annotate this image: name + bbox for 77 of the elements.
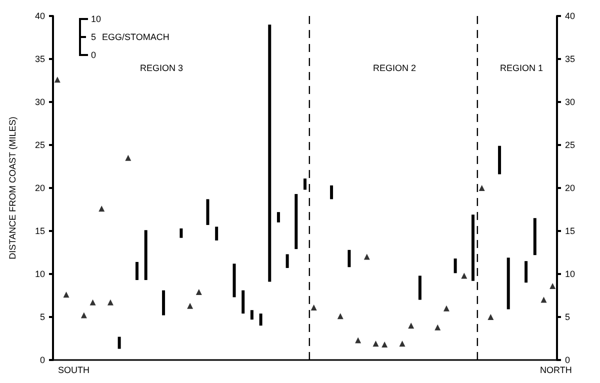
bar <box>206 199 210 225</box>
annotation: 5 <box>91 32 96 42</box>
point <box>372 340 379 347</box>
bar <box>136 262 138 280</box>
point <box>408 322 414 329</box>
bar <box>232 264 236 298</box>
y2-tick-label: 5 <box>565 312 570 322</box>
bar <box>454 258 457 274</box>
bar <box>215 226 218 240</box>
bar <box>180 228 183 238</box>
bar <box>259 314 262 326</box>
bar <box>348 250 351 268</box>
point <box>107 299 114 306</box>
y2-tick-label: 10 <box>565 269 576 279</box>
point <box>337 313 344 320</box>
point <box>355 337 362 344</box>
bar <box>498 146 502 174</box>
point <box>364 254 370 260</box>
bar <box>304 178 306 190</box>
y-tick-label: 20 <box>34 183 45 193</box>
y-tick-label: 15 <box>34 226 45 236</box>
bar <box>118 336 121 349</box>
point <box>125 154 132 161</box>
y-tick-label: 25 <box>34 140 45 150</box>
point <box>382 342 388 348</box>
annotation: 0 <box>91 50 96 60</box>
point <box>488 314 494 320</box>
point <box>434 324 441 330</box>
y2-tick-label: 40 <box>565 11 576 21</box>
point <box>478 185 485 191</box>
y-axis-title: DISTANCE FROM COAST (MILES) <box>8 116 18 260</box>
annotation: 10 <box>91 14 102 24</box>
point <box>310 304 317 311</box>
bar <box>294 194 298 250</box>
y2-tick-label: 30 <box>565 97 576 107</box>
y-tick-label: 5 <box>40 312 45 322</box>
point <box>54 76 60 83</box>
bar <box>533 218 536 256</box>
annotation: EGG/STOMACH <box>102 32 170 42</box>
bar <box>242 290 245 314</box>
y2-tick-label: 25 <box>565 140 576 150</box>
y2-tick-label: 15 <box>565 226 576 236</box>
y-tick-label: 35 <box>34 54 45 64</box>
text: SOUTH <box>58 365 90 375</box>
y-tick-label: 30 <box>34 97 45 107</box>
point <box>196 289 202 296</box>
point <box>550 283 556 290</box>
bar <box>418 276 422 300</box>
annotation: REGION 3 <box>140 63 184 73</box>
point <box>98 206 105 212</box>
point <box>443 305 450 312</box>
y2-tick-label: 0 <box>565 355 570 365</box>
bar <box>276 212 280 222</box>
y-tick-label: 10 <box>34 269 45 279</box>
point <box>90 299 96 306</box>
y-tick-label: 0 <box>40 355 45 365</box>
bar <box>144 230 148 280</box>
y2-tick-label: 35 <box>565 54 576 64</box>
y-tick-label: 40 <box>34 11 45 21</box>
point <box>540 296 547 303</box>
bar <box>506 258 510 310</box>
point <box>187 302 194 309</box>
point <box>80 312 87 318</box>
text: NORTH <box>540 365 572 375</box>
annotation: REGION 2 <box>373 63 416 73</box>
annotation: REGION 1 <box>500 63 544 73</box>
point <box>63 292 70 298</box>
point <box>461 272 468 279</box>
bar <box>472 214 474 281</box>
y2-tick-label: 20 <box>565 183 576 193</box>
bar <box>286 254 289 268</box>
point <box>399 340 406 347</box>
bar <box>524 261 528 283</box>
bar <box>268 24 272 282</box>
bar <box>250 310 254 320</box>
bar <box>330 185 334 200</box>
bar <box>162 290 166 316</box>
